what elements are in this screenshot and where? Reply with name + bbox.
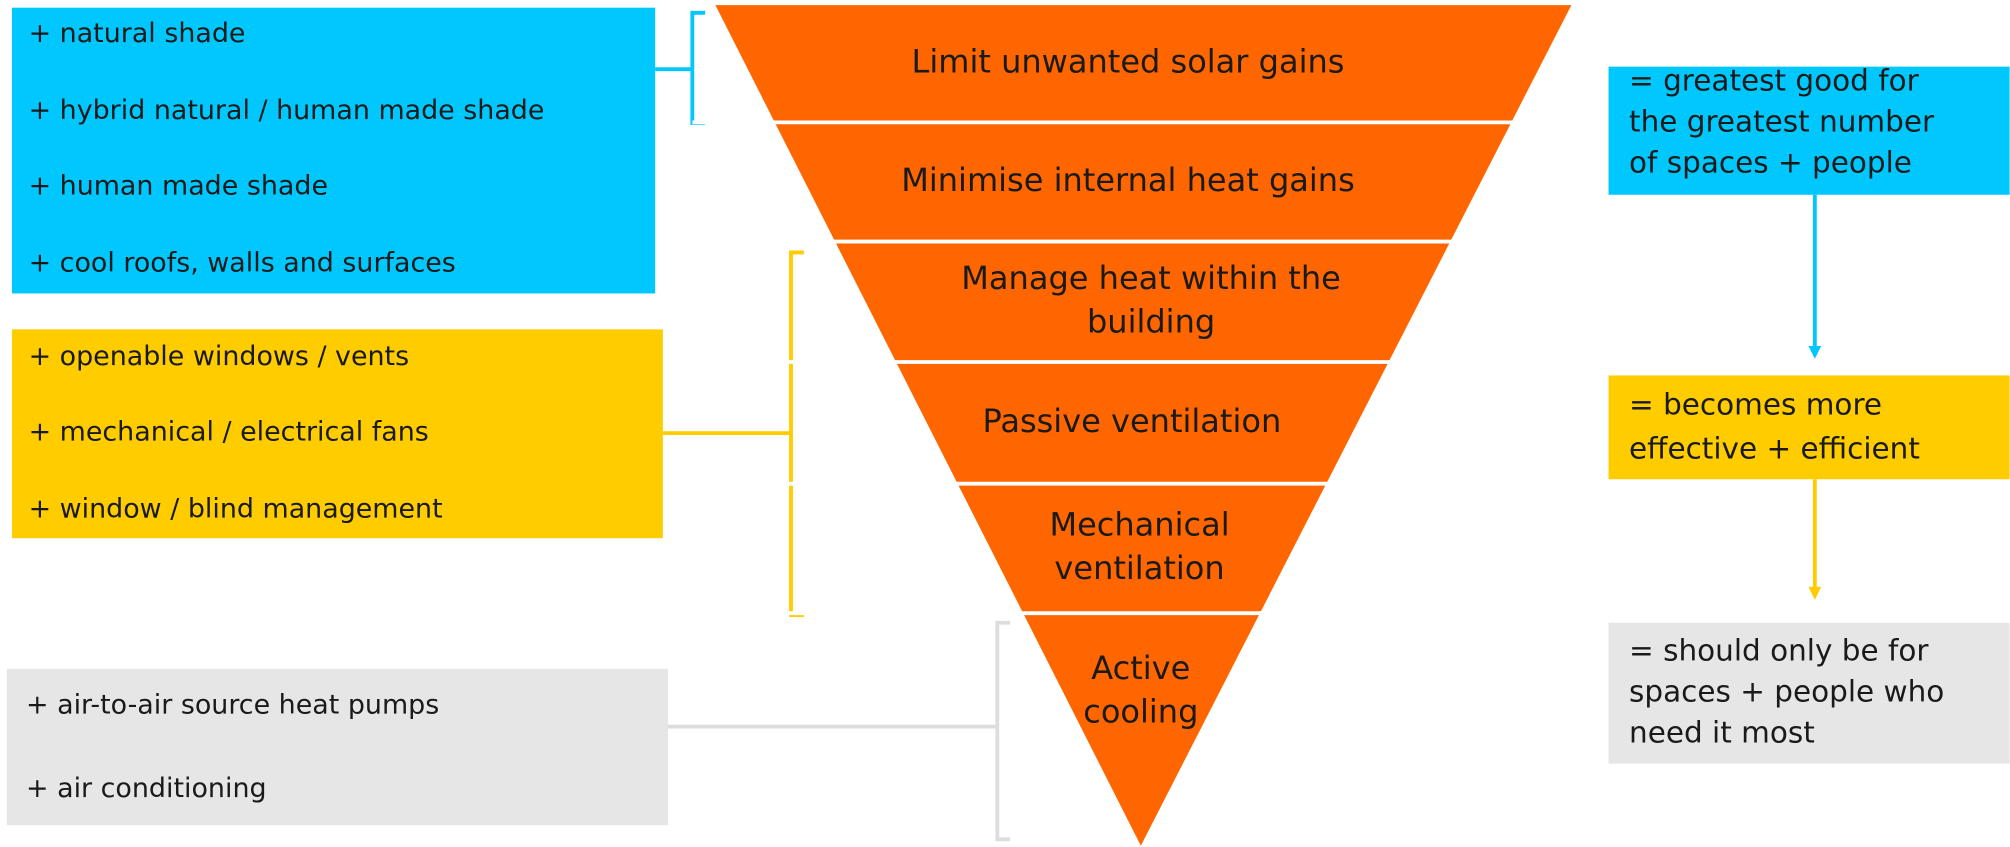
group-item: + mechanical / electrical fans [29, 417, 429, 448]
grey-bracket [667, 620, 1011, 842]
note-line: = becomes more [1629, 388, 1882, 422]
note-line: = should only be for [1629, 634, 1929, 668]
group-item: + cool roofs, walls and surfaces [29, 247, 456, 278]
note-box [1608, 622, 2010, 764]
note-line: = greatest good for [1629, 64, 1920, 98]
level-label: Active [1091, 649, 1190, 687]
level-label: Passive ventilation [982, 402, 1281, 440]
pyramid [715, 5, 1572, 846]
group-box [6, 668, 668, 826]
note-box [1608, 66, 2010, 195]
note-line: of spaces + people [1629, 146, 1912, 180]
level-label: Limit unwanted solar gains [912, 42, 1345, 80]
arrow-head [1808, 345, 1822, 359]
note-line: need it most [1629, 716, 1815, 750]
level-label: cooling [1083, 693, 1198, 731]
blue-bracket [655, 10, 706, 125]
note-box [1608, 375, 2010, 480]
group-box [11, 7, 656, 294]
arrow-head [1808, 586, 1822, 600]
connectors [655, 10, 1822, 842]
group-item: + openable windows / vents [29, 341, 410, 372]
level-label: Manage heat within the [961, 259, 1341, 297]
level-label: building [1087, 303, 1215, 341]
level-label: Minimise internal heat gains [901, 161, 1355, 199]
level-label: ventilation [1054, 549, 1224, 587]
level-label: Mechanical [1049, 506, 1229, 544]
group-item: + hybrid natural / human made shade [29, 95, 545, 126]
group-item: + air conditioning [26, 773, 267, 804]
note-line: effective + efficient [1629, 431, 1920, 465]
group-item: + natural shade [29, 18, 246, 49]
group-box [11, 329, 663, 539]
yellow-bracket [662, 250, 804, 617]
note-line: the greatest number [1629, 105, 1935, 139]
note-line: spaces + people who [1629, 675, 1944, 709]
group-item: + human made shade [29, 171, 328, 202]
group-item: + window / blind management [29, 493, 443, 524]
group-item: + air-to-air source heat pumps [26, 690, 439, 721]
